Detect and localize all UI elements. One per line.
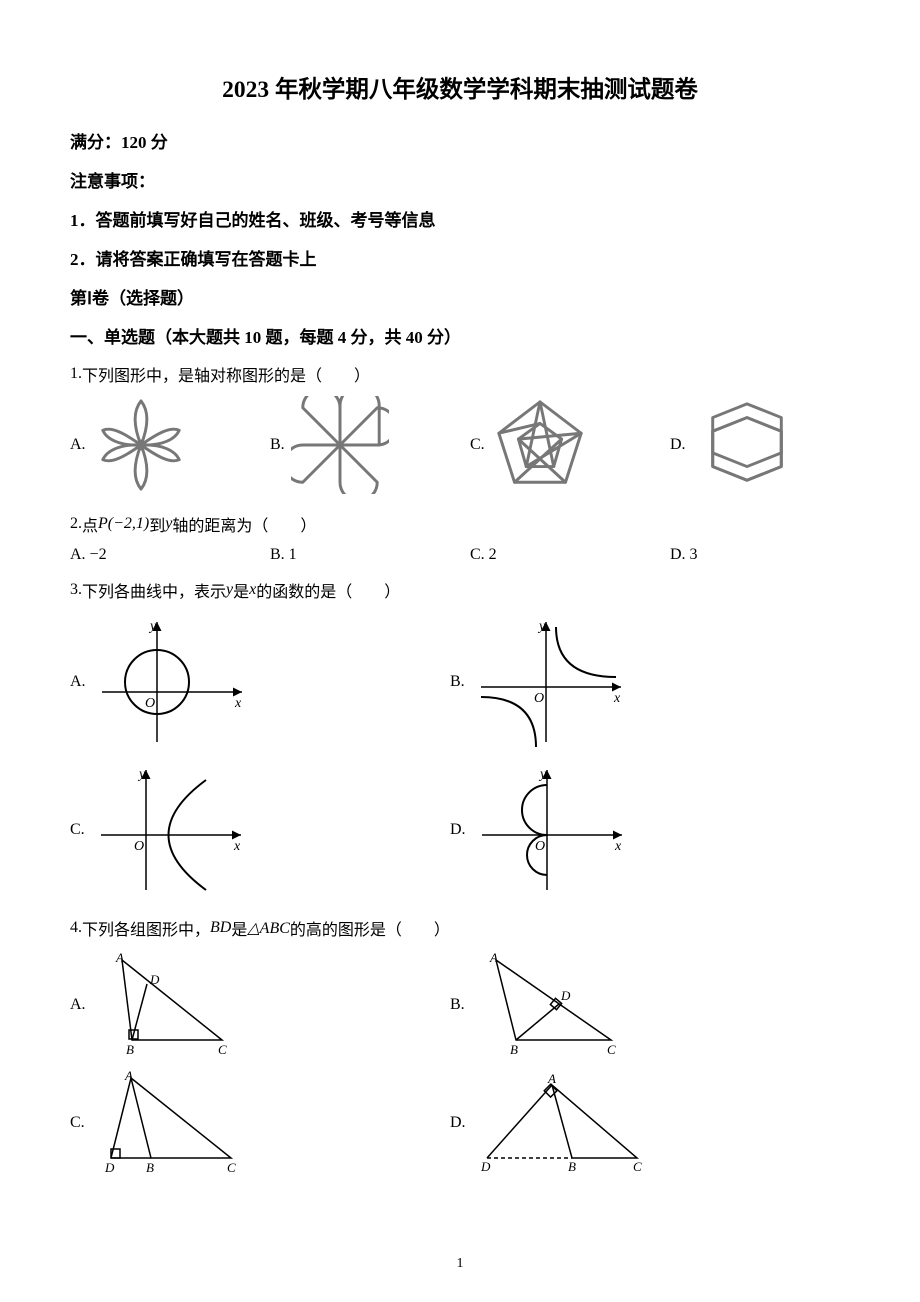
q3-fig-d: y x O xyxy=(472,760,632,900)
q4-fig-c: A D B C xyxy=(91,1068,251,1178)
q1-label-d: D. xyxy=(670,436,686,454)
q2-pre: 点 xyxy=(82,512,98,536)
q3-label-c: C. xyxy=(70,821,85,839)
q2-post: 轴的距离为（ ） xyxy=(172,512,316,536)
axis-y: y xyxy=(538,767,547,782)
v-d: D xyxy=(104,1160,115,1175)
v-c: C xyxy=(218,1042,227,1057)
q4-label-a: A. xyxy=(70,996,86,1014)
q2-b: B. 1 xyxy=(270,546,297,564)
notes-header: 注意事项： xyxy=(70,167,850,192)
section-header: 一、单选题（本大题共 10 题，每题 4 分，共 40 分） xyxy=(70,323,850,348)
q4-tri: △ABC xyxy=(247,918,290,938)
q4-fig-a: A B C D xyxy=(92,950,242,1060)
axis-y: y xyxy=(537,619,546,634)
v-c: C xyxy=(227,1160,236,1175)
part-header: 第Ⅰ卷（选择题） xyxy=(70,284,850,309)
axis-x: x xyxy=(614,839,622,854)
axis-o: O xyxy=(534,691,544,706)
page-number: 1 xyxy=(0,1256,920,1272)
q1-text: 下列图形中，是轴对称图形的是（ ） xyxy=(82,362,370,386)
q3-label-d: D. xyxy=(450,821,466,839)
q3: 3. 下列各曲线中，表示 y 是 x 的函数的是（ ） xyxy=(70,578,850,602)
q3-num: 3. xyxy=(70,581,82,599)
q3-label-b: B. xyxy=(450,673,465,691)
q2-c: C. 2 xyxy=(470,546,497,564)
v-a: A xyxy=(547,1073,556,1086)
v-c: C xyxy=(607,1042,616,1057)
q3-fig-c: y x O xyxy=(91,760,251,900)
q3-y: y xyxy=(226,581,233,599)
q1-num: 1. xyxy=(70,365,82,383)
q2-num: 2. xyxy=(70,515,82,533)
q2-point: P(−2,1) xyxy=(98,515,149,533)
q4-label-b: B. xyxy=(450,996,465,1014)
axis-o: O xyxy=(535,839,545,854)
v-b: B xyxy=(126,1042,134,1057)
v-b: B xyxy=(510,1042,518,1057)
v-a: A xyxy=(489,950,498,965)
note-1: 1．答题前填写好自己的姓名、班级、考号等信息 xyxy=(70,206,850,231)
axis-x: x xyxy=(234,696,242,711)
axis-x: x xyxy=(613,691,621,706)
v-d: D xyxy=(560,988,571,1003)
q2-mid: 到 xyxy=(149,512,165,536)
q2: 2. 点 P(−2,1) 到 y 轴的距离为（ ） xyxy=(70,512,850,536)
axis-y: y xyxy=(137,767,146,782)
q2-options: A. −2 B. 1 C. 2 D. 3 xyxy=(70,546,850,564)
q1-fig-c xyxy=(491,396,589,494)
axis-o: O xyxy=(145,696,155,711)
q3-row1: A. y x O B. y x O xyxy=(70,612,850,752)
q4-num: 4. xyxy=(70,919,82,937)
q4-pre: 下列各组图形中， xyxy=(82,916,210,940)
q1: 1. 下列图形中，是轴对称图形的是（ ） xyxy=(70,362,850,386)
q3-pre: 下列各曲线中，表示 xyxy=(82,578,226,602)
v-b: B xyxy=(568,1159,576,1173)
q3-post: 的函数的是（ ） xyxy=(256,578,400,602)
q3-fig-a: y x O xyxy=(92,612,252,752)
q4-seg: BD xyxy=(210,919,231,937)
q4-fig-d: A D B C xyxy=(472,1073,652,1173)
q1-fig-a xyxy=(92,396,190,494)
q4-fig-b: A B C D xyxy=(471,950,631,1060)
v-c: C xyxy=(633,1159,642,1173)
q4-mid1: 是 xyxy=(231,916,247,940)
v-d: D xyxy=(480,1159,491,1173)
q3-x: x xyxy=(249,581,256,599)
axis-y: y xyxy=(148,619,157,634)
axis-o: O xyxy=(134,839,144,854)
q3-row2: C. y x O D. y x O xyxy=(70,760,850,900)
v-a: A xyxy=(115,950,124,965)
q1-label-c: C. xyxy=(470,436,485,454)
q4-label-d: D. xyxy=(450,1114,466,1132)
v-d: D xyxy=(149,972,160,987)
full-score: 满分：120 分 xyxy=(70,128,850,153)
q3-mid: 是 xyxy=(233,578,249,602)
axis-x: x xyxy=(233,839,241,854)
q3-label-a: A. xyxy=(70,673,86,691)
q2-a: A. −2 xyxy=(70,546,107,564)
page-title: 2023 年秋学期八年级数学学科期末抽测试题卷 xyxy=(70,70,850,104)
q4-label-c: C. xyxy=(70,1114,85,1132)
q1-label-a: A. xyxy=(70,436,86,454)
q1-options: A. B. C. xyxy=(70,396,850,494)
q4-row1: A. A B C D B. A B C D xyxy=(70,950,850,1060)
q4-row2: C. A D B C D. A D B C xyxy=(70,1068,850,1178)
q1-fig-b xyxy=(291,396,389,494)
q2-d: D. 3 xyxy=(670,546,698,564)
q1-fig-d xyxy=(692,396,802,494)
q2-axis: y xyxy=(165,515,172,533)
q4: 4. 下列各组图形中， BD 是 △ABC 的高的图形是（ ） xyxy=(70,916,850,940)
v-a: A xyxy=(124,1068,133,1083)
note-2: 2．请将答案正确填写在答题卡上 xyxy=(70,245,850,270)
v-b: B xyxy=(146,1160,154,1175)
q1-label-b: B. xyxy=(270,436,285,454)
q3-fig-b: y x O xyxy=(471,612,631,752)
q4-post: 的高的图形是（ ） xyxy=(290,916,450,940)
